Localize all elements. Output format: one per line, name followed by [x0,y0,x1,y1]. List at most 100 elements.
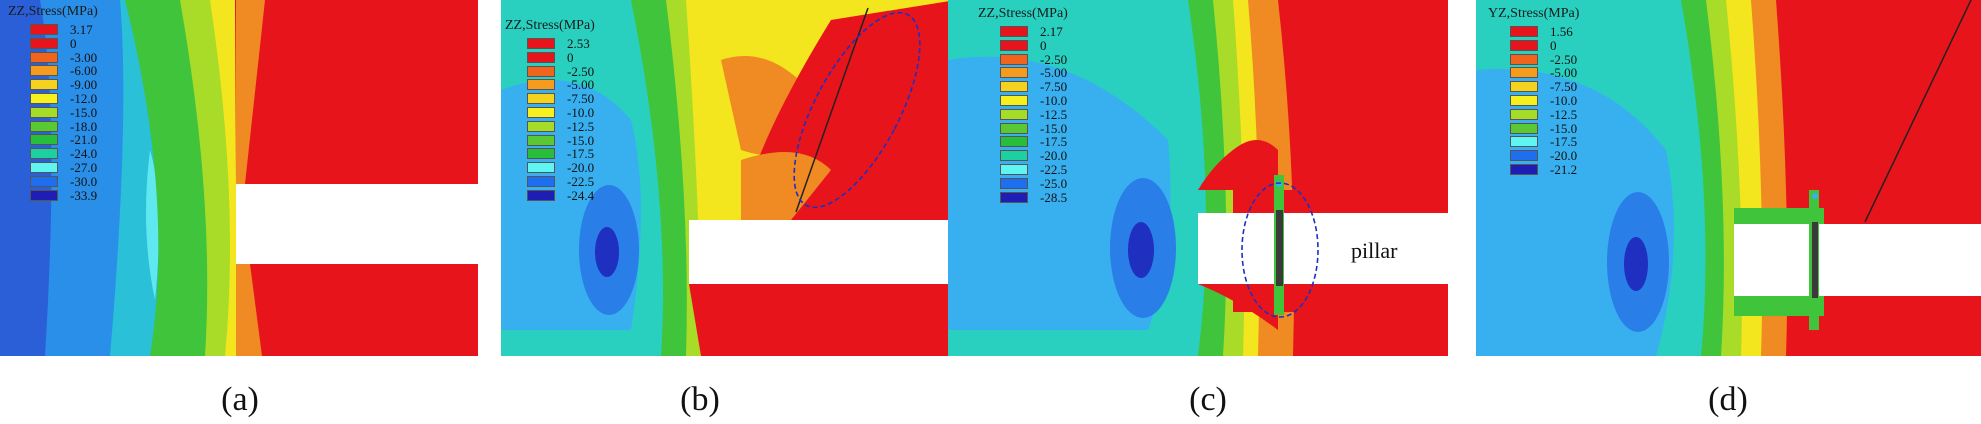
legend-entry: 2.53 [527,37,595,52]
legend-label: -12.5 [1550,106,1578,122]
legend-swatch [1000,150,1028,162]
legend-swatch [527,162,555,174]
legend-label: -2.50 [1550,51,1578,67]
legend-label: -22.5 [567,173,595,189]
legend-label: 1.56 [1550,24,1573,39]
legend-swatch [1000,191,1028,203]
legend-label: 3.17 [70,22,93,37]
legend-label: -24.4 [567,187,595,203]
legend-swatch [1510,150,1538,162]
caption-c: (c) [1189,381,1227,418]
legend-label: -2.50 [567,63,595,79]
legend-swatch [30,37,58,49]
legend-entry: -17.5 [1510,134,1579,150]
legend-entry: -15.0 [30,105,98,121]
legend-entry: -6.00 [30,63,98,79]
legend-label: -6.00 [70,63,98,79]
legend-swatch [30,51,58,63]
legend-entry: -15.0 [1510,120,1579,137]
legend-entry: -12.5 [1000,106,1068,123]
legend-label: -17.5 [567,146,595,162]
legend-d: YZ,Stress(MPa) 1.56 0 -2.50 -5.00 -7.50 -10.0… [1488,6,1579,178]
legend-label: -21.2 [1550,161,1578,177]
legend-label: -2.50 [1040,51,1068,67]
legend-swatch [30,175,58,187]
legend-c: ZZ,Stress(MPa) 2.17 0 -2.50 -5.00 -7.50 -10.0… [978,6,1068,205]
legend-swatch [527,120,555,132]
legend-label: -21.0 [70,132,98,148]
legend-entry: 0 [1000,37,1068,54]
legend-swatch [30,148,58,160]
legend-swatch [527,38,555,49]
legend-swatch [1510,39,1538,51]
legend-label: -24.0 [70,146,98,162]
stress-contour-c [948,0,1448,356]
legend-entry: -22.5 [527,173,595,190]
legend-title: ZZ,Stress(MPa) [978,6,1068,21]
legend-swatch [1510,81,1538,93]
legend-swatch [30,189,58,201]
legend-label: 0 [567,49,574,65]
legend-swatch [30,92,58,104]
legend-entry: -20.0 [1510,148,1579,164]
legend-swatch [1000,39,1028,51]
legend-a: ZZ,Stress(MPa) 3.17 0 -3.00 -6.00 -9.00 -12.0… [8,4,98,203]
legend-entry: -30.0 [30,174,98,190]
legend-entry: -22.5 [1000,162,1068,178]
legend-label: -12.5 [1040,106,1068,122]
legend-swatch [1000,81,1028,93]
caption-d: (d) [1708,381,1748,418]
legend-label: 0 [1040,37,1047,53]
legend-entry: -10.0 [1000,93,1068,109]
legend-label: -20.0 [1550,148,1578,164]
legend-entry: -24.0 [30,146,98,162]
legend-label: -9.00 [70,77,98,93]
legend-entries: 2.17 0 -2.50 -5.00 -7.50 -10.0 -12.5 -15.0 -17.5… [1000,25,1068,205]
legend-label: -17.5 [1550,134,1578,150]
legend-label: -15.0 [1550,120,1578,136]
legend-swatch [1510,94,1538,106]
legend-swatch [1000,108,1028,120]
legend-swatch [1000,163,1028,175]
stress-contour-b [501,0,956,356]
legend-entry: -10.0 [1510,93,1579,109]
caption-a: (a) [221,381,259,418]
legend-entry: -12.5 [527,119,595,135]
legend-swatch [30,65,58,77]
legend-entry: -3.00 [30,50,98,66]
legend-entry: -5.00 [527,77,595,93]
legend-swatch [1510,136,1538,148]
legend-label: 0 [70,35,77,51]
legend-label: -7.50 [1040,79,1068,95]
legend-entry: 2.17 [1000,25,1068,40]
legend-label: -33.9 [70,187,98,203]
legend-swatch [30,161,58,173]
legend-entry: 0 [1510,38,1579,54]
legend-entry: -7.50 [1000,79,1068,95]
legend-swatch [30,79,58,91]
legend-swatch [1510,26,1538,37]
legend-entry: 3.17 [30,22,98,38]
legend-entry: -17.5 [527,146,595,162]
legend-swatch [1510,67,1538,79]
legend-swatch [527,79,555,91]
legend-title: ZZ,Stress(MPa) [8,4,98,19]
legend-swatch [1000,122,1028,134]
legend-label: -7.50 [567,91,595,107]
legend-label: -5.00 [1550,65,1578,81]
legend-entries: 1.56 0 -2.50 -5.00 -7.50 -10.0 -12.5 -15.0 -17.5… [1510,24,1579,178]
legend-entries: 3.17 0 -3.00 -6.00 -9.00 -12.0 -15.0 -18.0 -21.0… [30,22,98,203]
legend-entry: -12.5 [1510,106,1579,123]
panel-c: ZZ,Stress(MPa) 2.17 0 -2.50 -5.00 -7.50 -10.0… [948,0,1448,356]
legend-entry: -18.0 [30,119,98,135]
legend-label: -10.0 [567,104,595,120]
legend-label: -5.00 [567,77,595,93]
legend-entry: -24.4 [527,187,595,204]
caption-b: (b) [680,381,720,418]
legend-label: -15.0 [567,132,595,148]
legend-label: -7.50 [1550,79,1578,95]
legend-swatch [1000,26,1028,37]
legend-entry: -7.50 [527,91,595,107]
legend-label: -20.0 [567,160,595,176]
stress-contour-a [0,0,478,356]
